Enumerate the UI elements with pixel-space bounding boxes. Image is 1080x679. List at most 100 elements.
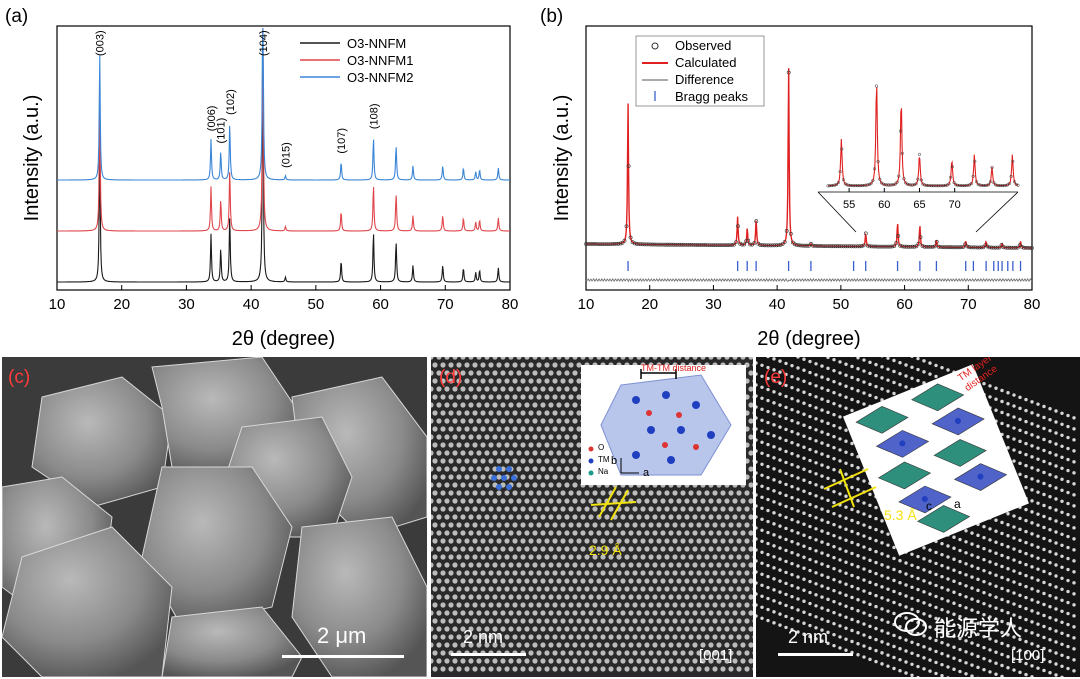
inset-observed-point-b bbox=[993, 183, 998, 187]
lattice-dot-d bbox=[496, 554, 502, 560]
lattice-dot-e bbox=[808, 491, 812, 496]
lattice-dot-d bbox=[504, 666, 510, 672]
lattice-dot-e bbox=[1030, 620, 1034, 624]
lattice-dot-e bbox=[952, 557, 956, 561]
lattice-dot-d bbox=[480, 538, 486, 544]
lattice-dot-d bbox=[656, 522, 662, 528]
lattice-dot-d bbox=[468, 578, 474, 584]
lattice-dot-e bbox=[832, 544, 836, 549]
lattice-dot-d bbox=[704, 650, 710, 656]
lattice-dot-d bbox=[684, 626, 690, 632]
lattice-dot-e bbox=[964, 573, 968, 577]
lattice-dot-d bbox=[688, 586, 694, 592]
lattice-dot-e bbox=[802, 401, 806, 405]
lattice-dot-d bbox=[448, 602, 454, 608]
lattice-dot-d bbox=[464, 522, 470, 528]
inset-d-axis-b: b bbox=[611, 455, 618, 467]
lattice-dot-d bbox=[444, 578, 450, 584]
lattice-dot-d bbox=[460, 450, 466, 456]
lattice-dot-d bbox=[508, 402, 514, 408]
lattice-dot-e bbox=[1066, 413, 1070, 418]
observed-point-b bbox=[1030, 246, 1034, 250]
lattice-dot-d bbox=[468, 594, 474, 600]
lattice-dot-e bbox=[862, 578, 866, 582]
lattice-dot-d bbox=[431, 498, 434, 504]
observed-point-b bbox=[944, 245, 949, 250]
lattice-dot-d bbox=[740, 562, 746, 568]
lattice-dot-e bbox=[766, 387, 770, 392]
lattice-dot-e bbox=[976, 577, 980, 582]
lattice-dot-d bbox=[728, 522, 734, 528]
lattice-dot-d bbox=[752, 667, 753, 671]
lattice-dot-e bbox=[832, 511, 836, 516]
lattice-dot-e bbox=[964, 617, 968, 621]
lattice-dot-e bbox=[1012, 624, 1016, 628]
observed-point-b bbox=[732, 242, 736, 247]
lattice-dot-d bbox=[452, 546, 458, 552]
lattice-dot-e bbox=[970, 619, 974, 623]
observed-point-b bbox=[653, 242, 657, 247]
lattice-dot-d bbox=[448, 394, 454, 400]
observed-point-b bbox=[873, 244, 878, 249]
observed-point-b bbox=[644, 242, 649, 247]
lattice-dot-e bbox=[988, 549, 992, 553]
lattice-dot-e bbox=[772, 555, 776, 559]
lattice-dot-e bbox=[946, 577, 950, 581]
observed-point-b bbox=[762, 243, 767, 248]
lattice-dot-d bbox=[664, 506, 670, 512]
lattice-dot-d bbox=[540, 578, 546, 584]
lattice-dot-d bbox=[660, 642, 666, 648]
inset-observed-point-b bbox=[836, 180, 840, 185]
lattice-dot-d bbox=[668, 514, 674, 520]
observed-point-b bbox=[600, 242, 605, 247]
lattice-dot-d bbox=[748, 546, 753, 552]
lattice-dot-d bbox=[636, 498, 642, 504]
panel-c-scale-label: 2 μm bbox=[317, 623, 367, 648]
observed-point-b bbox=[764, 243, 769, 248]
lattice-dot-e bbox=[1054, 607, 1058, 611]
lattice-dot-e bbox=[886, 532, 890, 536]
lattice-dot-d bbox=[460, 418, 466, 424]
lattice-dot-e bbox=[796, 531, 800, 535]
lattice-dot-d bbox=[736, 634, 742, 640]
lattice-dot-e bbox=[964, 584, 968, 588]
lattice-dot-e bbox=[1006, 589, 1010, 593]
lattice-dot-d bbox=[432, 634, 438, 640]
lattice-dot-d bbox=[640, 522, 646, 528]
lattice-dot-d bbox=[576, 650, 582, 656]
inset-observed-point-b bbox=[1000, 184, 1005, 188]
lattice-dot-d bbox=[520, 634, 526, 640]
lattice-dot-d bbox=[604, 546, 610, 552]
lattice-dot-d bbox=[544, 442, 550, 448]
lattice-dot-d bbox=[484, 402, 490, 408]
lattice-dot-e bbox=[946, 588, 950, 592]
lattice-dot-d bbox=[752, 427, 753, 431]
lattice-dot-e bbox=[760, 418, 764, 422]
lattice-dot-d bbox=[536, 394, 542, 400]
lattice-dot-e bbox=[826, 421, 830, 426]
lattice-dot-e bbox=[772, 511, 776, 515]
lattice-dot-d bbox=[528, 458, 534, 464]
lattice-dot-d bbox=[552, 522, 558, 528]
lattice-dot-e bbox=[994, 562, 998, 566]
lattice-dot-d bbox=[648, 490, 654, 496]
lattice-dot-d bbox=[616, 554, 622, 560]
inset-observed-point-b bbox=[949, 175, 953, 179]
lattice-dot-e bbox=[868, 569, 872, 574]
lattice-dot-d bbox=[476, 546, 482, 552]
inset-observed-point-b bbox=[997, 183, 1001, 188]
lattice-dot-d bbox=[484, 370, 490, 376]
lattice-dot-e bbox=[1030, 499, 1034, 503]
series-line-a bbox=[57, 27, 511, 232]
lattice-dot-d bbox=[644, 642, 650, 648]
lattice-dot-d bbox=[692, 642, 698, 648]
lattice-dot-d bbox=[456, 634, 462, 640]
lattice-dot-d bbox=[476, 594, 482, 600]
lattice-dot-d bbox=[464, 538, 470, 544]
lattice-dot-d bbox=[484, 530, 490, 536]
lattice-dot-d bbox=[536, 362, 542, 368]
lattice-dot-d bbox=[456, 426, 462, 432]
lattice-dot-d bbox=[488, 538, 494, 544]
x-tick-label-b: 20 bbox=[641, 296, 658, 313]
inset-connector-b bbox=[817, 191, 857, 233]
